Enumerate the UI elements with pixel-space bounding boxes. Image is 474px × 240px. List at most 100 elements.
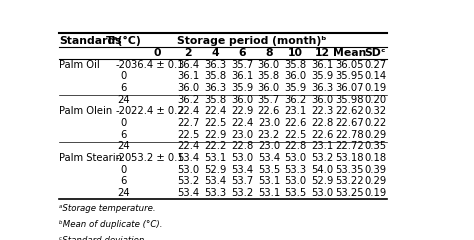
Text: 53.4: 53.4 — [204, 176, 226, 186]
Text: 54.0: 54.0 — [311, 165, 334, 175]
Text: 24: 24 — [118, 188, 130, 198]
Text: 22.67: 22.67 — [336, 118, 364, 128]
Text: 53.4: 53.4 — [177, 188, 200, 198]
Text: 35.9: 35.9 — [284, 83, 307, 93]
Text: ᶜStandard deviation.: ᶜStandard deviation. — [59, 236, 147, 240]
Text: 8: 8 — [265, 48, 273, 58]
Text: 0.22: 0.22 — [364, 118, 386, 128]
Text: 0.19: 0.19 — [364, 188, 386, 198]
Text: 53.4: 53.4 — [258, 153, 280, 163]
Text: 0.18: 0.18 — [365, 153, 386, 163]
Text: 35.8: 35.8 — [204, 72, 226, 82]
Text: 36.0: 36.0 — [177, 83, 200, 93]
Text: 0.35: 0.35 — [365, 141, 386, 151]
Text: 36.3: 36.3 — [204, 83, 226, 93]
Text: 0.27: 0.27 — [364, 60, 386, 70]
Text: -20: -20 — [116, 60, 132, 70]
Text: 22.7: 22.7 — [177, 118, 200, 128]
Text: 0: 0 — [153, 48, 161, 58]
Text: 36.2: 36.2 — [177, 95, 200, 105]
Text: 0.14: 0.14 — [365, 72, 386, 82]
Text: 36.1: 36.1 — [177, 72, 200, 82]
Text: 0.39: 0.39 — [365, 165, 386, 175]
Text: 0.29: 0.29 — [364, 176, 386, 186]
Text: 35.98: 35.98 — [336, 95, 364, 105]
Text: 53.5: 53.5 — [284, 188, 307, 198]
Text: 36.3: 36.3 — [204, 60, 226, 70]
Text: 53.1: 53.1 — [258, 188, 280, 198]
Text: -20: -20 — [116, 153, 132, 163]
Text: 35.8: 35.8 — [204, 95, 226, 105]
Text: 22.3: 22.3 — [311, 106, 334, 116]
Text: Mean: Mean — [333, 48, 366, 58]
Text: 22.6: 22.6 — [311, 130, 334, 140]
Text: 35.7: 35.7 — [231, 60, 253, 70]
Text: 35.8: 35.8 — [258, 72, 280, 82]
Text: 36.3: 36.3 — [311, 83, 334, 93]
Text: 53.0: 53.0 — [231, 153, 253, 163]
Text: 36.07: 36.07 — [336, 83, 364, 93]
Text: 2: 2 — [184, 48, 192, 58]
Text: 0.32: 0.32 — [365, 106, 386, 116]
Text: 36.0: 36.0 — [231, 95, 253, 105]
Text: 35.9: 35.9 — [311, 72, 334, 82]
Text: 22.4: 22.4 — [177, 141, 200, 151]
Text: 52.9: 52.9 — [204, 165, 227, 175]
Text: 22.8: 22.8 — [311, 118, 334, 128]
Text: 35.9: 35.9 — [231, 83, 253, 93]
Text: Standards: Standards — [59, 36, 122, 46]
Text: 52.9: 52.9 — [311, 176, 334, 186]
Text: 23.0: 23.0 — [258, 141, 280, 151]
Text: 35.95: 35.95 — [336, 72, 364, 82]
Text: 53.22: 53.22 — [336, 176, 364, 186]
Text: 22.8: 22.8 — [284, 141, 307, 151]
Text: 0: 0 — [121, 118, 127, 128]
Text: ᵃStorage temperature.: ᵃStorage temperature. — [59, 204, 156, 213]
Text: 22.9: 22.9 — [231, 106, 253, 116]
Text: 0.20: 0.20 — [365, 95, 386, 105]
Text: 53.2 ± 0.1: 53.2 ± 0.1 — [131, 153, 183, 163]
Text: 53.0: 53.0 — [284, 153, 307, 163]
Text: 24: 24 — [118, 95, 130, 105]
Text: 24: 24 — [118, 141, 130, 151]
Text: Storage period (month)ᵇ: Storage period (month)ᵇ — [177, 36, 326, 46]
Text: 0.29: 0.29 — [364, 130, 386, 140]
Text: 36.0: 36.0 — [311, 95, 334, 105]
Text: 22.4: 22.4 — [231, 118, 253, 128]
Text: 6: 6 — [121, 83, 127, 93]
Text: 22.72: 22.72 — [336, 141, 364, 151]
Text: 53.0: 53.0 — [177, 165, 200, 175]
Text: 36.0: 36.0 — [258, 60, 280, 70]
Text: 36.4 ± 0.1: 36.4 ± 0.1 — [131, 60, 183, 70]
Text: 53.3: 53.3 — [204, 188, 226, 198]
Text: 6: 6 — [121, 176, 127, 186]
Text: 53.1: 53.1 — [204, 153, 226, 163]
Text: 12: 12 — [315, 48, 330, 58]
Text: 53.0: 53.0 — [311, 188, 334, 198]
Text: 4: 4 — [211, 48, 219, 58]
Text: Palm Oil: Palm Oil — [59, 60, 100, 70]
Text: 53.4: 53.4 — [231, 165, 253, 175]
Text: 53.4: 53.4 — [177, 153, 200, 163]
Text: 53.0: 53.0 — [284, 176, 307, 186]
Text: 36.0: 36.0 — [284, 72, 307, 82]
Text: 22.4: 22.4 — [177, 106, 200, 116]
Text: 22.6: 22.6 — [258, 106, 280, 116]
Text: 35.7: 35.7 — [258, 95, 280, 105]
Text: 23.1: 23.1 — [311, 141, 334, 151]
Text: 22.62: 22.62 — [336, 106, 364, 116]
Text: 36.0: 36.0 — [258, 83, 280, 93]
Text: 0: 0 — [121, 72, 127, 82]
Text: Tᵃ(°C): Tᵃ(°C) — [106, 36, 142, 46]
Text: 36.1: 36.1 — [311, 60, 334, 70]
Text: 22.5: 22.5 — [177, 130, 200, 140]
Text: Palm Olein: Palm Olein — [59, 106, 112, 116]
Text: 6: 6 — [238, 48, 246, 58]
Text: 36.1: 36.1 — [231, 72, 253, 82]
Text: SDᶜ: SDᶜ — [365, 48, 386, 58]
Text: 22.5: 22.5 — [284, 130, 307, 140]
Text: 36.2: 36.2 — [284, 95, 307, 105]
Text: 22.4 ± 0.2: 22.4 ± 0.2 — [131, 106, 183, 116]
Text: 22.9: 22.9 — [204, 130, 227, 140]
Text: -20: -20 — [116, 106, 132, 116]
